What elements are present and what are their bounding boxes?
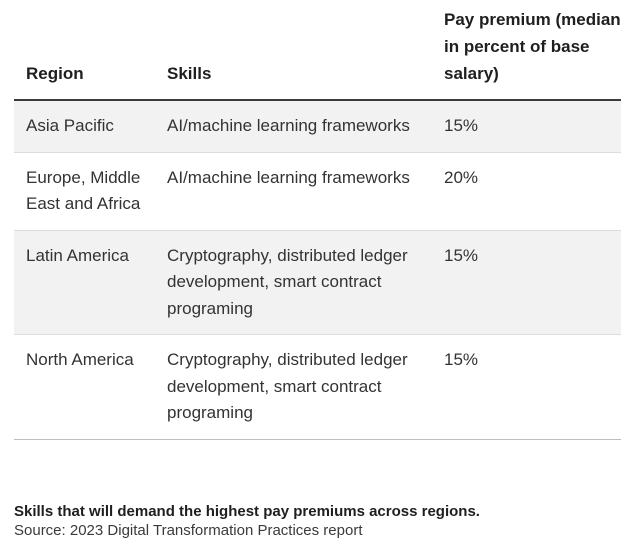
table-header: Region Skills Pay premium (median in per… [14, 0, 621, 101]
caption-source: Source: 2023 Digital Transformation Prac… [14, 522, 363, 539]
cell-region: North America [14, 334, 155, 440]
table-body: Asia Pacific AI/machine learning framewo… [14, 100, 621, 440]
cell-skills: Cryptography, distributed ledger develop… [155, 334, 432, 440]
cell-skills: AI/machine learning frameworks [155, 100, 432, 153]
table-row: Asia Pacific AI/machine learning framewo… [14, 100, 621, 153]
caption-title: Skills that will demand the highest pay … [14, 503, 480, 520]
cell-premium: 15% [432, 334, 621, 440]
cell-premium: 20% [432, 152, 621, 231]
cell-skills: AI/machine learning frameworks [155, 152, 432, 231]
header-region: Region [14, 0, 155, 101]
pay-premium-table-container: Region Skills Pay premium (median in per… [14, 0, 621, 440]
cell-premium: 15% [432, 100, 621, 153]
pay-premium-table: Region Skills Pay premium (median in per… [14, 0, 621, 440]
table-row: North America Cryptography, distributed … [14, 334, 621, 440]
header-row: Region Skills Pay premium (median in per… [14, 0, 621, 101]
table-row: Latin America Cryptography, distributed … [14, 230, 621, 335]
header-pay-premium: Pay premium (median in percent of base s… [432, 0, 621, 101]
cell-region: Europe, Middle East and Africa [14, 152, 155, 231]
cell-region: Latin America [14, 230, 155, 335]
cell-region: Asia Pacific [14, 100, 155, 153]
table-caption: Skills that will demand the highest pay … [14, 502, 624, 540]
cell-premium: 15% [432, 230, 621, 335]
header-skills: Skills [155, 0, 432, 101]
cell-skills: Cryptography, distributed ledger develop… [155, 230, 432, 335]
table-row: Europe, Middle East and Africa AI/machin… [14, 152, 621, 231]
